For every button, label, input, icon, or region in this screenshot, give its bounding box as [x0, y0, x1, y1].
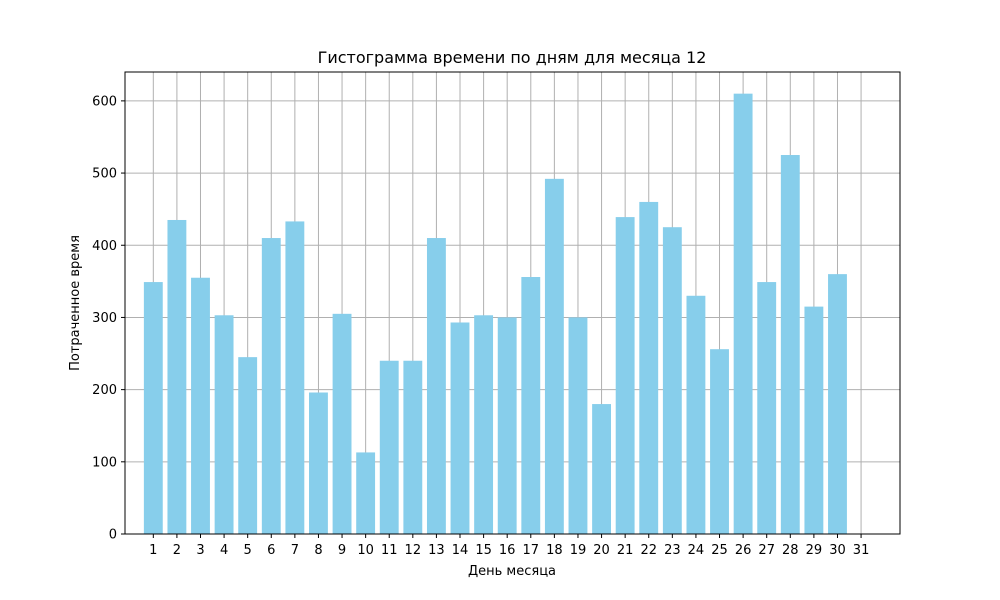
x-tick-label: 31	[853, 543, 870, 558]
x-tick-label: 22	[640, 543, 657, 558]
x-axis-label: День месяца	[468, 564, 556, 579]
x-tick-label: 24	[688, 543, 705, 558]
x-tick-label: 7	[291, 543, 299, 558]
bar	[497, 317, 517, 534]
x-tick-label: 11	[381, 543, 398, 558]
x-tick-label: 17	[523, 543, 540, 558]
x-tick-label: 18	[546, 543, 563, 558]
plot-frame	[124, 71, 901, 535]
bar	[450, 322, 470, 534]
bar	[167, 219, 187, 534]
x-tick-label: 25	[711, 543, 728, 558]
chart-title: Гистограмма времени по дням для месяца 1…	[318, 48, 707, 67]
x-tick-label: 14	[452, 543, 469, 558]
y-tick-label: 100	[92, 455, 117, 470]
bar	[710, 349, 729, 534]
y-tick-label: 600	[92, 94, 117, 109]
bar	[662, 227, 682, 534]
bar	[191, 277, 210, 534]
bar	[733, 93, 753, 534]
bar	[309, 392, 328, 534]
x-tick-label: 19	[570, 543, 587, 558]
bar	[379, 360, 399, 534]
bar	[521, 277, 541, 534]
bar	[285, 221, 305, 534]
x-tick-label: 21	[617, 543, 634, 558]
y-axis-label: Потраченное время	[68, 235, 83, 371]
x-tick-label: 5	[244, 543, 252, 558]
x-tick-label: 4	[220, 543, 228, 558]
bar	[356, 452, 376, 534]
x-tick-label: 2	[173, 543, 181, 558]
y-tick-label: 300	[92, 311, 117, 326]
bar	[780, 155, 800, 534]
x-tick-label: 13	[428, 543, 445, 558]
x-tick-label: 29	[806, 543, 823, 558]
y-tick-label: 500	[92, 167, 117, 182]
bar	[615, 217, 635, 535]
x-tick-label: 12	[405, 543, 422, 558]
x-tick-label: 3	[196, 543, 204, 558]
bar	[568, 317, 588, 534]
x-tick-label: 20	[593, 543, 610, 558]
bar	[474, 315, 494, 534]
x-tick-label: 30	[829, 543, 846, 558]
bar-layer	[143, 93, 847, 535]
bar	[214, 315, 234, 534]
x-tick-label: 23	[664, 543, 681, 558]
bar	[828, 274, 847, 534]
bar	[238, 357, 258, 534]
bar	[426, 238, 446, 534]
bar	[143, 282, 163, 534]
bar	[686, 295, 706, 534]
x-tick-label: 10	[357, 543, 374, 558]
bar	[332, 313, 352, 534]
bar	[261, 238, 281, 534]
x-tick-label: 8	[314, 543, 322, 558]
x-tick-label: 1	[149, 543, 157, 558]
y-tick-label: 200	[92, 383, 117, 398]
bar	[757, 282, 777, 534]
bar	[639, 201, 659, 534]
tick-layer: 1 2 3 4 5 6 7 8 9 10 11 12 13 14 15 16 17 18 19 20 21 22 23 24 2…	[92, 94, 869, 558]
x-tick-label: 27	[758, 543, 775, 558]
y-tick-label: 0	[109, 528, 117, 543]
bar	[403, 360, 423, 534]
x-tick-label: 9	[338, 543, 346, 558]
bar	[804, 306, 824, 534]
bar	[592, 404, 611, 534]
x-tick-label: 28	[782, 543, 799, 558]
x-tick-label: 26	[735, 543, 752, 558]
x-tick-label: 6	[267, 543, 275, 558]
y-tick-label: 400	[92, 239, 117, 254]
bar	[544, 178, 564, 534]
x-tick-label: 16	[499, 543, 516, 558]
x-tick-label: 15	[475, 543, 492, 558]
